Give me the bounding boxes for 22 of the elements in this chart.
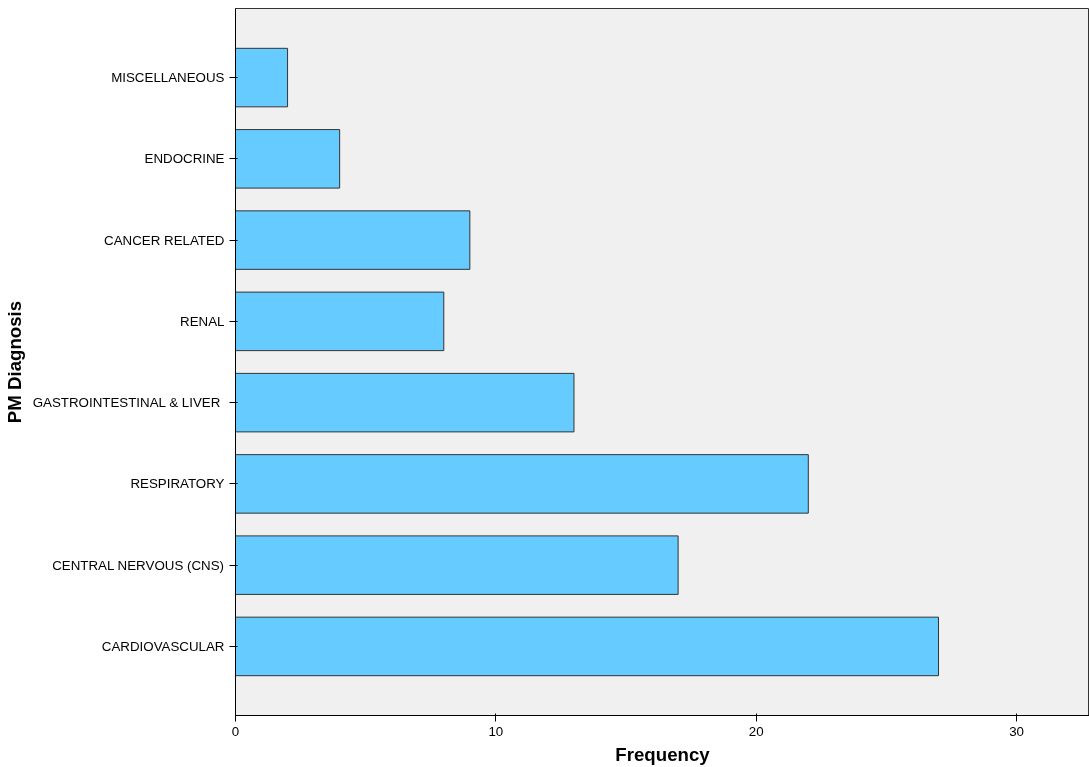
bar [235,47,289,108]
bar [235,616,939,677]
y-tick-label: CANCER RELATED [104,232,225,248]
y-tick-label: CENTRAL NERVOUS (CNS) [52,557,225,573]
x-tick-label: 30 [1009,723,1025,739]
y-tick-label: GASTROINTESTINAL & LIVER [32,395,221,411]
bar [235,210,471,270]
bar [235,535,679,595]
x-tick-label: 20 [748,723,764,739]
x-tick-label: 10 [488,723,504,739]
x-axis-title: Frequency [615,743,711,765]
y-tick-label: ENDOCRINE [144,151,225,167]
x-tick-label: 0 [231,723,240,739]
y-tick-label: CARDIOVASCULAR [101,638,225,654]
bar [235,454,809,514]
y-tick-label: RESPIRATORY [130,476,225,492]
y-tick-label: RENAL [180,313,225,329]
bar [235,129,341,189]
y-axis-title: PM Diagnosis [3,300,25,424]
y-tick-label: MISCELLANEOUS [111,70,225,86]
bar [235,372,575,433]
bar [235,291,445,352]
